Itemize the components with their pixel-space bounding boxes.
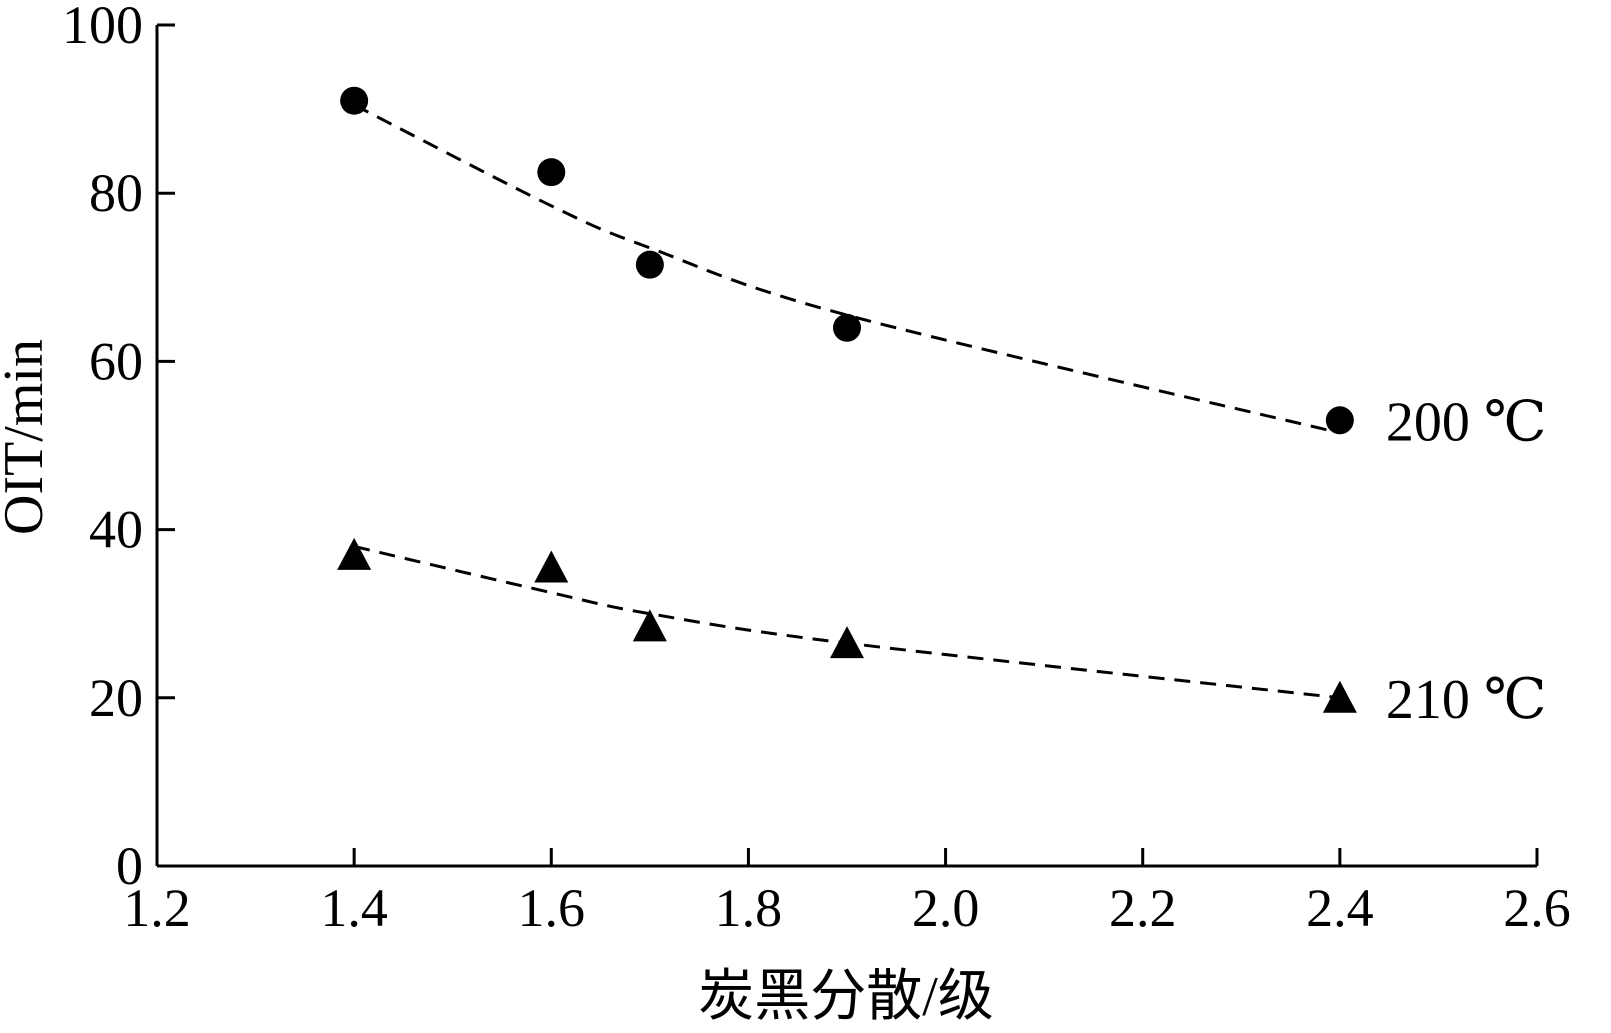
y-tick-label: 80 (89, 163, 143, 223)
point-series-2 (632, 609, 667, 642)
x-tick-label: 2.6 (1503, 878, 1571, 938)
point-series-1 (537, 158, 566, 187)
series-label-2: 210 ℃ (1386, 669, 1547, 731)
x-axis-title: 炭黑分散/级 (698, 966, 994, 1028)
point-series-1 (635, 250, 664, 279)
point-series-2 (830, 626, 864, 659)
x-tick-label: 1.8 (715, 878, 783, 938)
x-tick-label: 2.4 (1306, 878, 1374, 938)
point-series-2 (534, 550, 569, 583)
x-tick-label: 1.4 (320, 878, 388, 938)
series-labels: 200 ℃ 210 ℃ (1386, 391, 1547, 731)
x-tick-label: 2.0 (912, 878, 980, 938)
axes: 1.2 1.4 1.6 1.8 2.0 2.2 2.4 2.6 0 20 40 60 80 100 (62, 0, 1571, 938)
point-series-2 (337, 537, 372, 570)
series-label-1: 200 ℃ (1386, 391, 1547, 453)
trendlines (353, 103, 1341, 700)
point-series-1 (340, 86, 369, 115)
point-series-1 (1325, 406, 1354, 435)
x-tick-label: 1.6 (518, 878, 586, 938)
point-series-1 (833, 313, 861, 342)
y-axis-title: OIT/min (0, 339, 55, 535)
y-tick-label: 40 (89, 500, 143, 560)
point-series-2 (1322, 680, 1357, 713)
y-tick-label: 60 (89, 331, 143, 391)
y-tick-label: 100 (62, 0, 143, 55)
trendline-series-1 (353, 103, 1341, 435)
markers (337, 86, 1357, 713)
trendline-series-2 (353, 544, 1341, 700)
x-tick-label: 2.2 (1109, 878, 1177, 938)
y-tick-label: 0 (116, 836, 143, 896)
x-tick-label: 1.2 (123, 878, 191, 938)
y-tick-label: 20 (89, 668, 143, 728)
